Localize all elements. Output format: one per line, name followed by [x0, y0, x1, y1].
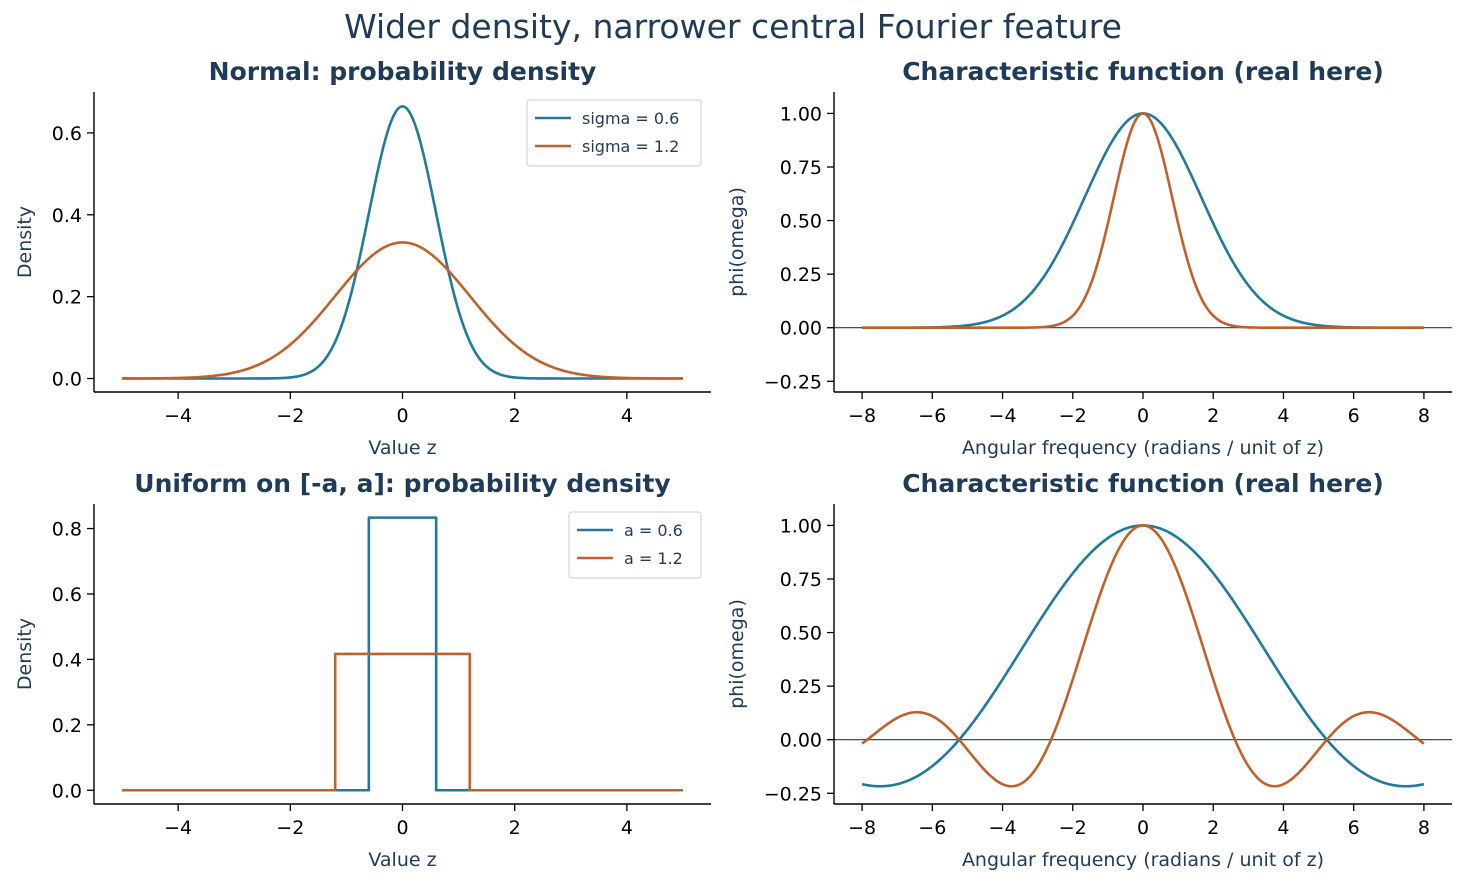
x-tick-label: −6	[918, 405, 946, 427]
x-tick-label: 4	[1277, 817, 1289, 839]
y-tick-label: 0.50	[780, 211, 822, 233]
series-line-1	[861, 112, 1425, 330]
x-tick-label: −8	[848, 817, 876, 839]
legend-label: a = 0.6	[624, 521, 683, 540]
panel-normal-characteristic-function: Characteristic function (real here) −8 −6 −…	[726, 57, 1452, 459]
legend-label: a = 1.2	[624, 549, 683, 568]
y-tick-label: 0.6	[52, 584, 82, 606]
panel-title: Uniform on [-a, a]: probability density	[134, 469, 670, 498]
y-tick-label: 0.75	[780, 569, 822, 591]
x-axis-label: Angular frequency (radians / unit of z)	[962, 849, 1324, 871]
y-tick-label: 0.4	[52, 649, 82, 671]
y-tick-label: 0.0	[52, 368, 82, 390]
panel-title: Normal: probability density	[209, 57, 597, 86]
y-tick-label: 0.00	[780, 730, 822, 752]
x-tick-label: −2	[276, 817, 304, 839]
x-tick-label: −4	[164, 405, 192, 427]
x-tick-label: 2	[509, 817, 521, 839]
x-tick-label: 8	[1418, 405, 1430, 427]
x-tick-label: 0	[396, 817, 408, 839]
panel-normal-density: Normal: probability density −4 −2 0 2 4 0.0 0.2…	[14, 57, 711, 459]
series-line-1	[121, 105, 684, 380]
x-tick-label: 0	[396, 405, 408, 427]
x-tick-label: 2	[1207, 817, 1219, 839]
y-tick-label: 0.8	[52, 519, 82, 541]
x-tick-label: 6	[1348, 817, 1360, 839]
series-line-2	[861, 524, 1425, 788]
x-tick-label: −4	[989, 817, 1017, 839]
y-tick-label: −0.25	[764, 371, 822, 393]
panel-uniform-density: Uniform on [-a, a]: probability density −…	[14, 469, 711, 871]
x-tick-label: −2	[276, 405, 304, 427]
y-axis-label: Density	[14, 206, 36, 278]
x-axis-label: Value z	[368, 437, 436, 459]
legend: sigma = 0.6 sigma = 1.2	[526, 99, 702, 167]
y-axis-label: phi(omega)	[726, 599, 748, 709]
y-tick-label: 0.4	[52, 205, 82, 227]
figure-title: Wider density, narrower central Fourier …	[344, 7, 1122, 46]
y-tick-label: 0.25	[780, 264, 822, 286]
x-tick-label: 4	[621, 817, 633, 839]
y-tick-label: 0.2	[52, 715, 82, 737]
x-tick-label: −2	[1059, 405, 1087, 427]
y-tick-label: 0.50	[780, 623, 822, 645]
x-axis-label: Value z	[368, 849, 436, 871]
legend-label: sigma = 1.2	[582, 137, 679, 156]
y-axis-label: phi(omega)	[726, 187, 748, 297]
legend-box	[526, 99, 702, 167]
x-tick-label: 0	[1137, 405, 1149, 427]
x-tick-label: −6	[918, 817, 946, 839]
y-tick-label: 1.00	[780, 103, 822, 125]
y-tick-label: 0.25	[780, 676, 822, 698]
panel-title: Characteristic function (real here)	[902, 469, 1384, 498]
y-axis-label: Density	[14, 618, 36, 690]
series-line-1	[861, 524, 1425, 788]
legend-box	[568, 511, 702, 579]
x-tick-label: 2	[1207, 405, 1219, 427]
panel-title: Characteristic function (real here)	[902, 57, 1384, 86]
x-tick-label: 0	[1137, 817, 1149, 839]
x-tick-label: 2	[509, 405, 521, 427]
x-tick-label: −2	[1059, 817, 1087, 839]
x-tick-label: −4	[989, 405, 1017, 427]
y-tick-label: 0.2	[52, 287, 82, 309]
x-tick-label: 6	[1348, 405, 1360, 427]
x-tick-label: −8	[848, 405, 876, 427]
panel-uniform-characteristic-function: Characteristic function (real here) −8 −6 −…	[726, 469, 1452, 871]
y-tick-label: 0.00	[780, 318, 822, 340]
y-tick-label: 0.0	[52, 780, 82, 802]
x-tick-label: 4	[621, 405, 633, 427]
y-tick-label: 0.6	[52, 123, 82, 145]
x-tick-label: 4	[1277, 405, 1289, 427]
x-axis-label: Angular frequency (radians / unit of z)	[962, 437, 1324, 459]
x-tick-label: −4	[164, 817, 192, 839]
series-line-2	[121, 241, 684, 380]
legend-label: sigma = 0.6	[582, 109, 679, 128]
series-line-2	[122, 652, 683, 792]
x-tick-label: 8	[1418, 817, 1430, 839]
legend: a = 0.6 a = 1.2	[568, 511, 702, 579]
y-tick-label: 1.00	[780, 515, 822, 537]
series-line-2	[861, 112, 1425, 330]
y-tick-label: −0.25	[764, 783, 822, 805]
y-tick-label: 0.75	[780, 157, 822, 179]
